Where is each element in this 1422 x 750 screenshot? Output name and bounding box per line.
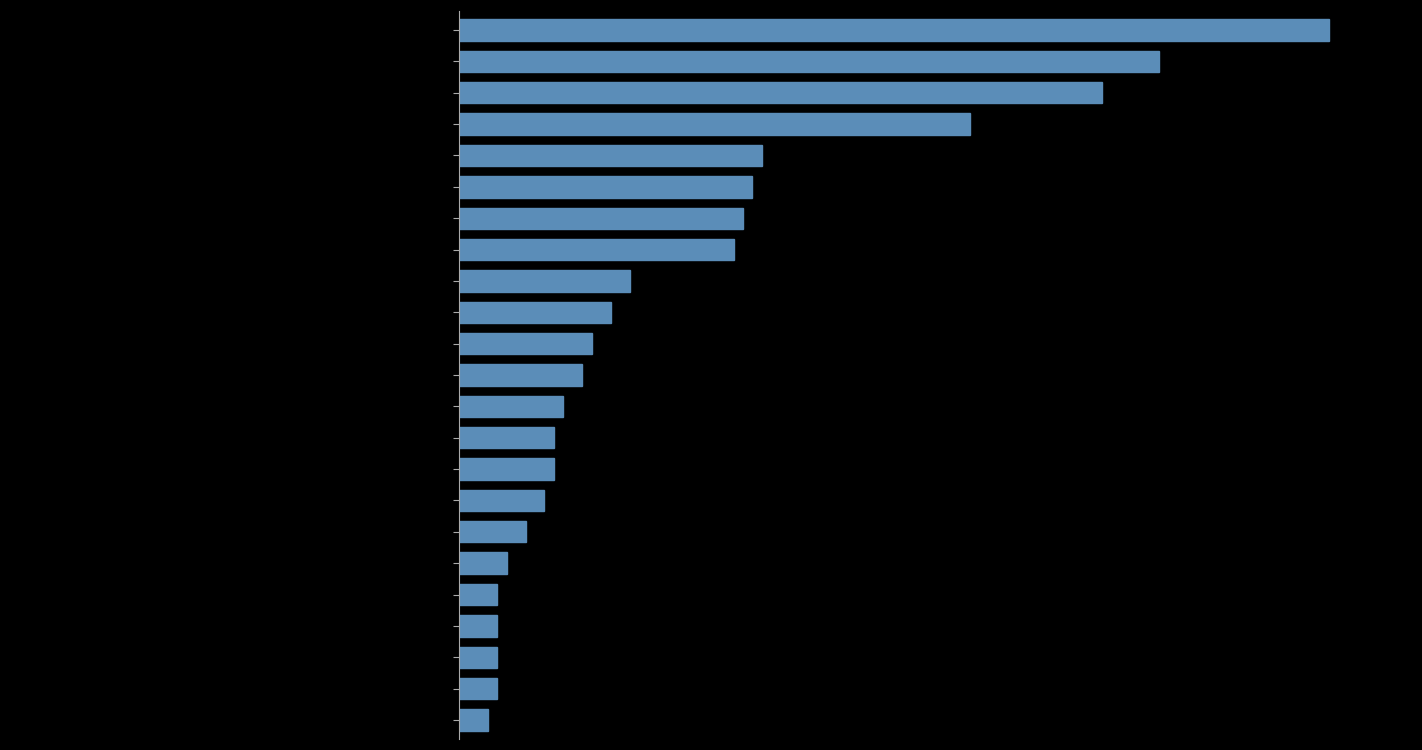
- Bar: [459, 396, 563, 417]
- Bar: [459, 615, 498, 637]
- Bar: [459, 239, 734, 260]
- Bar: [459, 51, 1159, 72]
- Bar: [459, 521, 526, 542]
- Bar: [459, 646, 498, 668]
- Bar: [459, 270, 630, 292]
- Bar: [459, 427, 555, 448]
- Bar: [459, 302, 610, 323]
- Bar: [459, 113, 970, 135]
- Bar: [459, 176, 752, 197]
- Bar: [459, 333, 592, 354]
- Bar: [459, 20, 1330, 40]
- Bar: [459, 490, 545, 511]
- Bar: [459, 710, 488, 730]
- Bar: [459, 82, 1102, 104]
- Bar: [459, 208, 742, 229]
- Bar: [459, 584, 498, 605]
- Bar: [459, 145, 762, 166]
- Bar: [459, 678, 498, 699]
- Bar: [459, 458, 555, 480]
- Bar: [459, 364, 582, 386]
- Bar: [459, 553, 506, 574]
